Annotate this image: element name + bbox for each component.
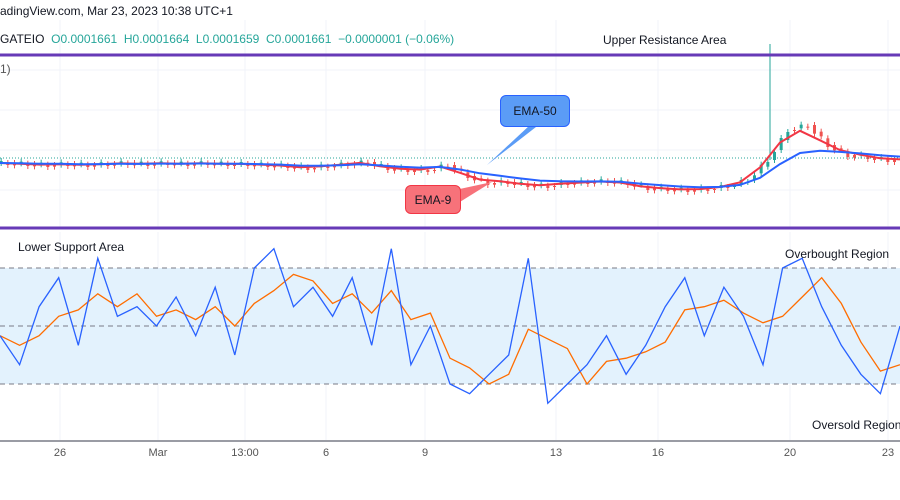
candle xyxy=(359,160,363,164)
x-tick-label: 9 xyxy=(421,447,429,459)
candle xyxy=(93,165,96,167)
ema50-callout: EMA-50 xyxy=(500,95,570,127)
candle xyxy=(593,182,596,184)
candle xyxy=(786,132,790,140)
x-tick-label: 16 xyxy=(651,447,665,459)
candle xyxy=(486,180,490,185)
candle xyxy=(519,182,523,183)
close-value: C0.0001661 xyxy=(266,32,332,46)
ohlc-legend: GATEIO O0.0001661 H0.0001664 L0.0001659 … xyxy=(0,32,454,46)
symbol: GATEIO xyxy=(0,32,45,46)
overbought-label: Overbought Region xyxy=(785,247,890,261)
ema9-callout-pointer xyxy=(455,182,492,205)
upper-resistance-label: Upper Resistance Area xyxy=(603,33,727,47)
candle xyxy=(413,170,416,172)
candle xyxy=(653,188,656,191)
candle xyxy=(146,163,150,166)
candle xyxy=(306,167,310,170)
candle xyxy=(106,164,110,166)
candle xyxy=(153,164,156,166)
candle xyxy=(713,189,716,190)
indicator-label: 1) xyxy=(0,62,11,76)
candle xyxy=(733,186,736,187)
ema50-callout-pointer xyxy=(487,120,545,165)
candle xyxy=(893,160,896,162)
ema9-callout: EMA-9 xyxy=(405,185,461,214)
x-tick-label: 26 xyxy=(53,447,67,459)
x-tick-label: 20 xyxy=(783,447,797,459)
candle xyxy=(826,138,830,147)
candle xyxy=(706,189,710,191)
candle xyxy=(433,170,436,171)
candle xyxy=(813,125,816,134)
candle xyxy=(186,163,190,166)
low-value: L0.0001659 xyxy=(195,32,260,46)
x-tick-label: 13:00 xyxy=(231,447,259,459)
open-value: O0.0001661 xyxy=(51,32,118,46)
candle xyxy=(693,190,696,192)
ema50-line xyxy=(0,149,900,189)
candle xyxy=(233,164,236,166)
x-tick-label: 23 xyxy=(881,447,895,459)
candle xyxy=(799,124,803,129)
candle xyxy=(326,166,330,168)
candle xyxy=(726,187,730,188)
candle xyxy=(426,170,430,172)
candle xyxy=(666,188,670,191)
candle xyxy=(0,161,3,163)
candle xyxy=(846,151,850,157)
stoch-d-line xyxy=(0,273,900,386)
x-tick-label: 6 xyxy=(322,447,330,459)
candle xyxy=(753,175,756,180)
candle xyxy=(806,126,810,128)
candle xyxy=(779,138,783,150)
candle xyxy=(333,166,336,168)
change-value: −0.0000001 (−0.06%) xyxy=(338,32,455,46)
candle xyxy=(219,161,223,164)
x-tick-label: Mar xyxy=(148,447,168,459)
candle xyxy=(553,186,556,187)
stoch-k-line xyxy=(0,247,900,405)
candle xyxy=(139,161,143,164)
candle xyxy=(766,162,770,167)
chart-source: adingView.com, Mar 23, 2023 10:38 UTC+1 xyxy=(0,4,233,18)
high-value: H0.0001664 xyxy=(123,32,190,46)
candle xyxy=(819,131,823,137)
lower-support-label: Lower Support Area xyxy=(18,240,125,254)
candle xyxy=(639,184,643,186)
candle xyxy=(853,155,856,158)
candle xyxy=(873,157,876,160)
candle xyxy=(493,183,496,185)
candle xyxy=(566,184,570,185)
candle xyxy=(673,189,676,192)
candle xyxy=(373,162,376,166)
candle xyxy=(533,185,536,188)
candle xyxy=(406,169,410,172)
x-tick-label: 13 xyxy=(549,447,563,459)
candle xyxy=(179,161,183,164)
candle xyxy=(793,130,796,131)
candle xyxy=(393,168,396,171)
candle xyxy=(646,186,650,190)
candle xyxy=(839,148,843,150)
candle xyxy=(759,164,763,174)
candle xyxy=(86,164,90,167)
candle xyxy=(193,164,196,166)
candle xyxy=(526,184,530,187)
candle xyxy=(886,159,890,162)
candle xyxy=(773,152,776,160)
candle xyxy=(53,165,56,167)
candle xyxy=(46,164,50,167)
candle xyxy=(546,185,550,188)
oversold-label: Oversold Region xyxy=(812,418,900,432)
candle xyxy=(686,189,690,192)
candle xyxy=(313,168,316,170)
